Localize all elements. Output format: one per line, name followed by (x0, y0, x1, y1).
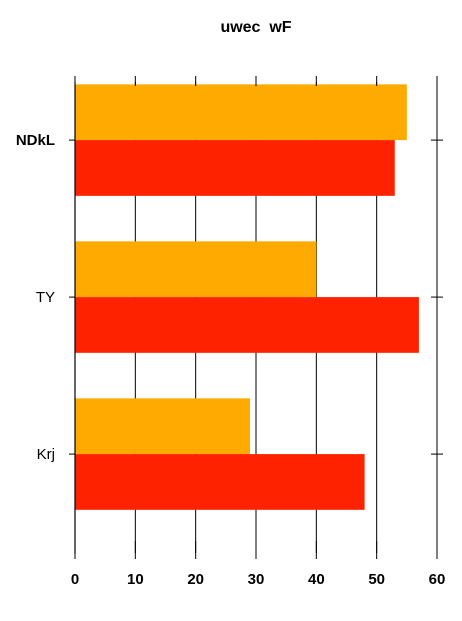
x-tick-label-0: 0 (71, 571, 79, 588)
x-tick-label-4: 40 (308, 571, 325, 588)
x-tick-label-2: 20 (187, 571, 204, 588)
bar-Krj-series-1 (75, 398, 250, 455)
x-tick-label-6: 60 (429, 571, 446, 588)
x-tick-label-3: 30 (248, 571, 265, 588)
bar-Krj-series-2 (75, 454, 365, 510)
bar-TY-series-2 (75, 297, 419, 353)
y-tick-label-TY: TY (36, 289, 55, 306)
chart-title: uwec wF (220, 19, 291, 36)
bar-NDkL-series-2 (75, 140, 395, 196)
x-tick-label-1: 10 (127, 571, 144, 588)
bar-TY-series-1 (75, 241, 317, 298)
bars (75, 84, 419, 510)
y-tick-label-Krj: Krj (37, 446, 55, 463)
x-tick-label-5: 50 (368, 571, 385, 588)
bar-NDkL-series-1 (75, 84, 407, 141)
y-tick-label-NDkL: NDkL (16, 132, 55, 149)
axes: 0 10 20 30 40 50 60 NDkL TY Krj (16, 76, 446, 588)
